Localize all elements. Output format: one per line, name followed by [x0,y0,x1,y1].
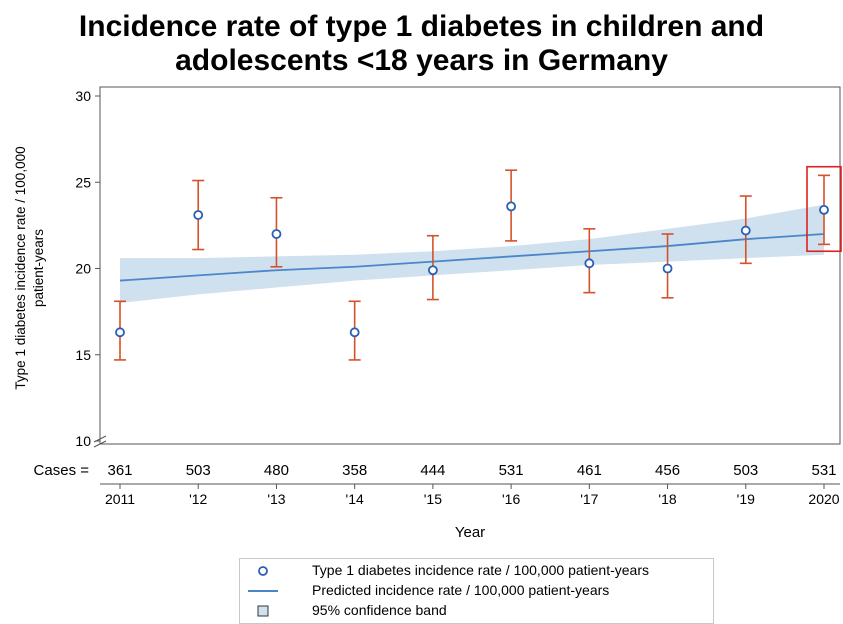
data-point [740,225,751,236]
cases-label: Cases = [34,462,90,479]
legend-label-band: 95% confidence band [312,602,447,618]
x-tick-label: 2011 [105,491,135,507]
highlight-box [806,165,842,253]
cases-value: 358 [342,462,367,479]
data-point [506,201,517,212]
y-tick-label: 25 [75,174,91,190]
legend-item-predicted: Predicted incidence rate / 100,000 patie… [240,581,713,601]
data-point [271,229,282,239]
cases-value: 461 [577,462,602,479]
confidence-band [120,204,824,303]
y-tick-label: 10 [75,433,91,449]
x-tick-label: '18 [658,491,676,507]
data-point [115,327,125,338]
chart-title: Incidence rate of type 1 diabetes in chi… [78,10,765,43]
cases-value: 531 [499,462,524,479]
legend-circle-marker-icon [258,566,268,576]
y-tick-label: 20 [75,261,91,277]
x-axis-title: Year [455,524,485,541]
y-axis-title-line2: patient-years [31,229,46,307]
incidence-chart: 10 15 20 25 30 Cases = 361 503 480 358 444 531 461 45… [13,86,842,541]
x-tick-label: '14 [346,491,364,507]
legend-line-marker-icon [248,590,278,592]
chart-title-line2: adolescents <18 years in Germany [175,44,668,77]
cases-value: 444 [420,462,445,479]
data-point [819,204,829,215]
cases-value: 531 [811,462,836,479]
axis-break-mark [93,440,107,448]
cases-value: 361 [107,462,132,479]
cases-value: 503 [186,462,211,479]
legend-label-observed: Type 1 diabetes incidence rate / 100,000… [312,562,649,578]
data-point [193,210,204,220]
legend: Type 1 diabetes incidence rate / 100,000… [239,558,714,624]
cases-value: 480 [264,462,289,479]
x-tick-label: '17 [580,491,598,507]
legend-item-band: 95% confidence band [240,601,713,621]
x-tick-label: '19 [737,491,755,507]
legend-label-predicted: Predicted incidence rate / 100,000 patie… [312,582,610,598]
x-tick-label: 2020 [808,491,839,507]
data-point [584,258,595,269]
x-tick-label: '12 [189,491,207,507]
y-tick-label: 30 [75,88,91,104]
data-point [427,265,438,276]
x-tick-label: '13 [267,491,285,507]
x-tick-label: '16 [502,491,520,507]
y-tick-label: 15 [75,347,91,363]
data-point [349,327,360,338]
x-tick-label: '15 [424,491,442,507]
data-point [662,263,673,274]
legend-band-swatch-icon [257,605,269,617]
y-axis-title-line1: Type 1 diabetes incidence rate / 100,000 [13,146,28,389]
legend-item-observed: Type 1 diabetes incidence rate / 100,000… [240,561,713,581]
axis-break-mark [93,435,107,443]
cases-value: 503 [733,462,758,479]
plot-frame [99,86,841,445]
cases-value: 456 [655,462,680,479]
predicted-line [119,233,825,282]
